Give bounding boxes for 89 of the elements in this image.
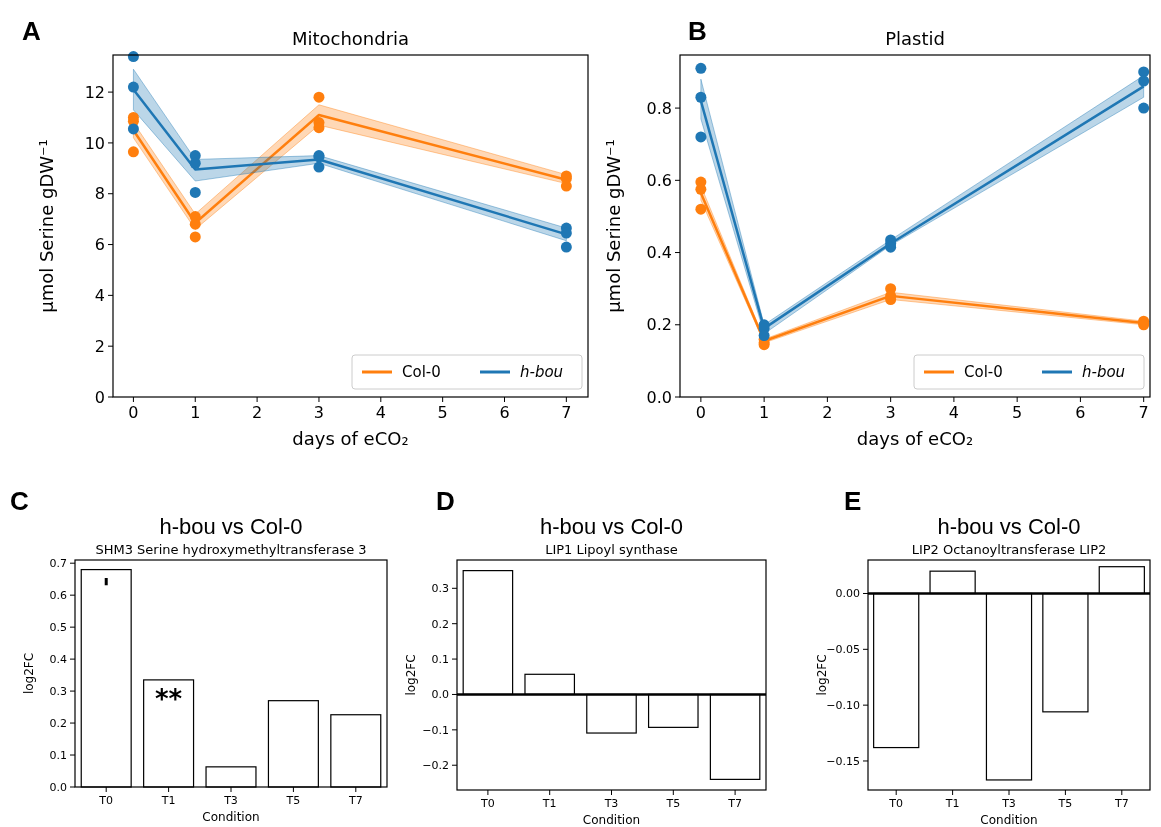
x-tick-label: T7	[347, 793, 363, 807]
x-tick-label: 1	[190, 402, 201, 422]
x-tick-label: T3	[603, 796, 619, 810]
x-tick-label: 3	[313, 402, 325, 422]
x-tick-label: 0	[128, 402, 139, 422]
x-tick-label: T7	[1113, 796, 1129, 810]
annotation: **	[155, 684, 183, 715]
x-tick-label: T1	[160, 793, 176, 807]
y-axis-title: log2FC	[404, 654, 418, 696]
text: C	[10, 486, 29, 516]
y-tick-label: 0.6	[49, 589, 67, 603]
legend-label: Col-0	[964, 363, 1003, 382]
x-tick-label: T5	[665, 796, 681, 810]
x-tick-label: T3	[1001, 796, 1016, 810]
y-axis-title: log2FC	[815, 654, 829, 696]
legend-label: h-bou	[520, 363, 564, 382]
x-tick-label: T0	[480, 796, 495, 810]
y-tick-label: 2	[94, 336, 105, 356]
y-tick-label: 0.0	[646, 387, 672, 407]
y-tick-label: 0.8	[646, 98, 672, 118]
x-tick-label: 1	[759, 402, 770, 422]
y-tick-label: −0.2	[422, 759, 449, 773]
chart-title: h-bou vs Col-0	[159, 514, 303, 539]
x-tick-label: 3	[885, 402, 896, 422]
y-tick-label: −0.10	[826, 699, 860, 712]
y-tick-label: 6	[94, 235, 105, 255]
y-tick-label: 10	[84, 133, 105, 153]
y-tick-label: 0.00	[835, 587, 860, 601]
x-axis-title: days of eCO₂	[856, 428, 974, 449]
legend-label: Col-0	[402, 363, 441, 382]
annotation: '	[102, 574, 111, 605]
y-tick-label: 0.1	[431, 652, 449, 666]
y-tick-label: −0.1	[422, 723, 449, 737]
y-axis-title: µmol Serine gDW⁻¹	[36, 139, 57, 313]
y-tick-label: 8	[94, 184, 105, 204]
x-tick-label: 7	[561, 402, 572, 422]
x-tick-label: 4	[375, 402, 386, 422]
y-tick-label: 0.2	[49, 716, 67, 730]
x-tick-label: 5	[1012, 402, 1023, 422]
x-tick-label: 7	[1138, 402, 1149, 422]
y-tick-label: 0.1	[49, 748, 67, 762]
y-tick-label: 0.0	[431, 688, 449, 702]
x-tick-label: T0	[888, 796, 904, 810]
y-tick-label: 0.5	[49, 620, 67, 634]
y-axis-title: µmol Serine gDW⁻¹	[603, 139, 624, 313]
y-tick-label: 0.7	[49, 557, 67, 571]
y-tick-label: 0.4	[646, 243, 672, 263]
x-tick-label: 4	[948, 402, 959, 422]
chart-title: h-bou vs Col-0	[539, 514, 684, 539]
x-axis-title: days of eCO₂	[292, 428, 409, 449]
x-tick-label: T1	[944, 796, 960, 810]
chart-title: Plastid	[885, 28, 945, 49]
legend-label: h-bou	[1082, 363, 1126, 382]
chart-subtitle: LIP1 Lipoyl synthase	[545, 542, 678, 557]
x-tick-label: T3	[223, 793, 238, 807]
x-axis-title: Condition	[980, 813, 1038, 827]
y-tick-label: 0.3	[431, 582, 449, 596]
y-tick-label: −0.05	[826, 643, 860, 657]
y-tick-label: 4	[94, 285, 105, 305]
x-tick-label: 0	[695, 402, 706, 422]
chart-subtitle: LIP2 Octanoyltransferase LIP2	[911, 542, 1107, 557]
x-tick-label: 5	[437, 402, 448, 422]
y-tick-label: −0.15	[826, 754, 860, 768]
y-tick-label: 0.2	[431, 617, 449, 631]
text: B	[688, 16, 707, 46]
x-tick-label: T5	[1057, 796, 1073, 810]
chart-title: Mitochondria	[291, 28, 410, 49]
text: A	[22, 16, 41, 46]
y-axis-title: log2FC	[22, 652, 36, 695]
y-tick-label: 0.6	[646, 170, 672, 190]
x-tick-label: T7	[727, 796, 742, 810]
text: D	[436, 486, 455, 516]
x-axis-title: Condition	[202, 810, 260, 824]
x-tick-label: T1	[541, 796, 557, 810]
x-tick-label: 6	[1075, 402, 1086, 422]
y-tick-label: 0.2	[646, 315, 672, 335]
y-tick-label: 12	[84, 82, 105, 102]
y-tick-label: 0.0	[49, 780, 67, 794]
y-tick-label: 0	[94, 387, 105, 407]
x-axis-title: Condition	[582, 813, 641, 827]
x-tick-label: T5	[285, 793, 301, 807]
x-tick-label: T0	[98, 793, 114, 807]
x-tick-label: 2	[252, 402, 263, 422]
y-tick-label: 0.3	[49, 684, 67, 698]
chart-subtitle: SHM3 Serine hydroxymethyltransferase 3	[95, 542, 367, 557]
x-tick-label: 6	[499, 402, 510, 422]
text: E	[844, 486, 862, 516]
y-tick-label: 0.4	[49, 652, 67, 666]
chart-title: h-bou vs Col-0	[937, 514, 1081, 539]
